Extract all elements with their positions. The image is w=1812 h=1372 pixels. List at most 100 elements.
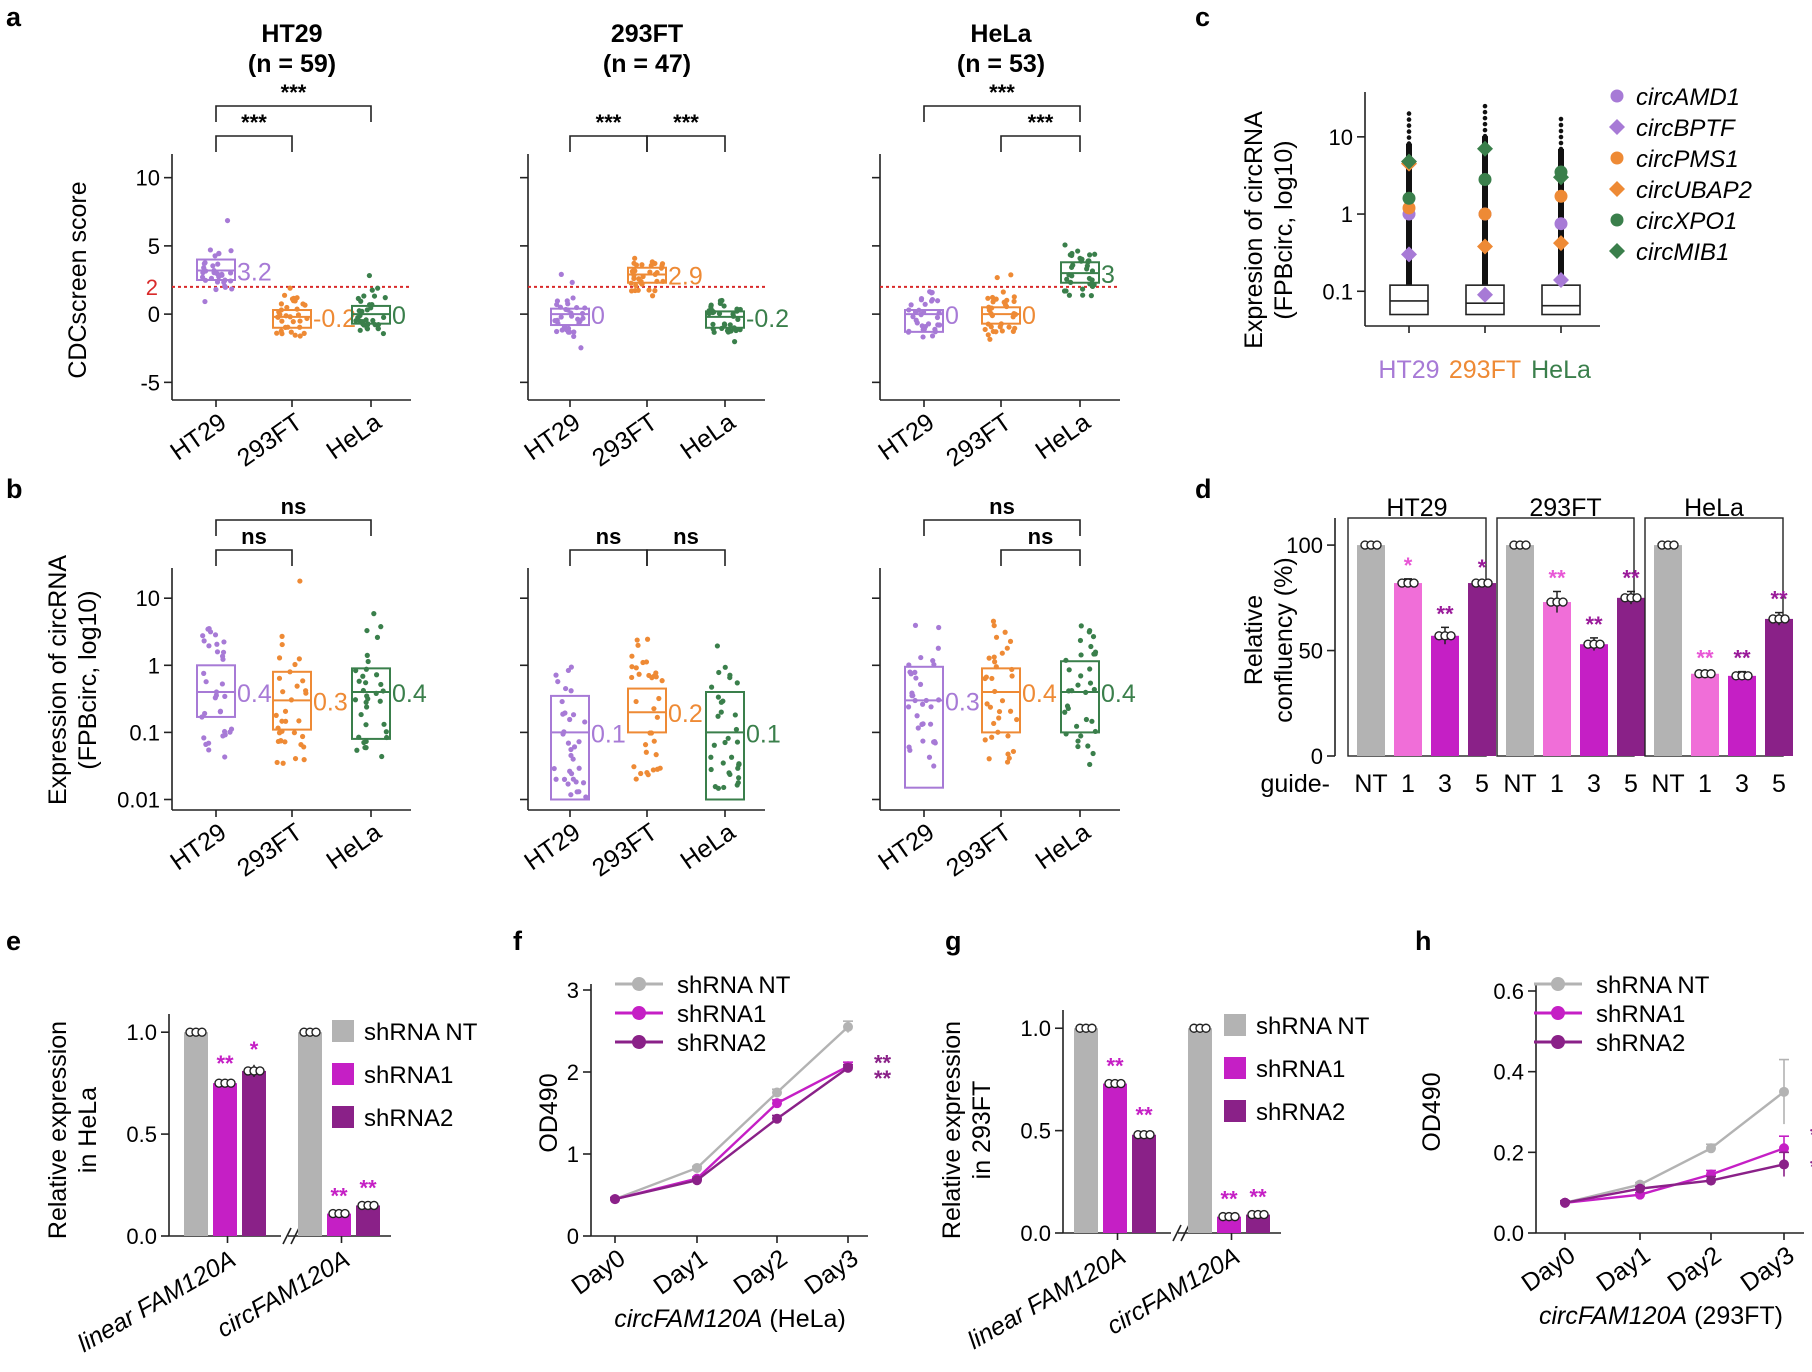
panel-a-data-point <box>554 301 560 308</box>
panel-a-data-point <box>380 330 387 337</box>
panel-c-outlier-point <box>1482 109 1488 115</box>
panel-a-median-label: 0 <box>392 302 406 330</box>
panel-a-data-point <box>279 318 285 324</box>
panel-b-median-label: 0.4 <box>1022 680 1057 708</box>
panel-a-comparison-bracket <box>923 105 1081 122</box>
panel-label-e: e <box>6 926 21 956</box>
panel-b-data-point <box>291 730 298 736</box>
panel-a-data-point <box>213 286 219 293</box>
panel-a-data-point <box>571 329 577 335</box>
panel-b-data-point <box>905 704 912 710</box>
panel-b-data-point <box>219 681 225 687</box>
panel-b-box <box>904 665 944 789</box>
panel-b-data-point <box>1004 759 1011 765</box>
panel-a-data-point <box>370 317 376 324</box>
panel-b-data-point <box>206 643 212 649</box>
panel-b-data-point <box>279 633 285 639</box>
panel-e-replicate-point <box>340 1208 350 1219</box>
panel-d-significance-label: ** <box>1585 612 1603 637</box>
panel-a-box <box>981 306 1021 325</box>
panel-b-data-point <box>1087 666 1093 672</box>
panel-d-replicate-point <box>1743 671 1753 681</box>
panel-b-data-point <box>1005 751 1011 757</box>
panel-d-bar <box>1580 644 1608 756</box>
panel-a-data-point <box>297 333 303 339</box>
panel-b-data-point <box>1078 673 1084 679</box>
panel-a-category-label: HT29 <box>873 408 939 466</box>
panel-c-legend-marker <box>1609 243 1625 259</box>
panel-e-bar <box>184 1032 208 1236</box>
panel-label-c: c <box>1195 2 1210 32</box>
panel-a-data-point <box>364 325 370 331</box>
panel-b-data-point <box>217 709 223 715</box>
panel-f-x-axis-label: circFAM120A (HeLa) <box>614 1305 846 1333</box>
panel-c-outlier-point <box>1558 146 1564 152</box>
panel-a-data-point <box>652 288 658 294</box>
panel-d-category-label: 1 <box>1698 770 1712 798</box>
panel-b-data-point <box>635 642 641 648</box>
panel-b-data-point <box>356 678 362 684</box>
panel-a-data-point <box>1011 298 1017 304</box>
panel-b-data-point <box>361 739 367 746</box>
panel-a-data-point <box>987 336 993 342</box>
panel-f-data-point <box>843 1021 853 1032</box>
panel-e-significance-label: ** <box>330 1184 348 1209</box>
panel-a-data-point <box>985 295 991 301</box>
panel-b-y-axis-label-2: (FPBcirc, log10) <box>74 590 102 769</box>
panel-h-data-point <box>1560 1197 1570 1208</box>
panel-e-bar <box>298 1032 322 1236</box>
panel-b-data-point <box>907 669 913 675</box>
panel-a-data-point <box>1000 289 1006 295</box>
panel-b-data-point <box>1087 627 1093 634</box>
panel-b-data-point <box>992 659 998 665</box>
panel-f-y-tick-label: 2 <box>567 1060 579 1085</box>
panel-a-data-point <box>284 304 290 311</box>
panel-a-data-point <box>1087 252 1093 258</box>
panel-a-data-point <box>570 295 576 301</box>
panel-a-data-point <box>629 268 635 275</box>
panel-g-category-label: linear FAM120A <box>963 1242 1131 1355</box>
panel-g-legend-swatch <box>1224 1100 1246 1122</box>
panel-a-y-tick-label: 0 <box>148 302 160 327</box>
panel-b-data-point <box>722 664 728 670</box>
panel-b-data-point <box>568 792 574 798</box>
panel-f-data-point <box>772 1087 782 1098</box>
panel-a-data-point <box>929 333 936 339</box>
panel-f-x-tick-label: Day0 <box>567 1244 631 1300</box>
panel-c-outlier-point <box>1482 115 1488 121</box>
panel-a-y-tick-label: 10 <box>136 166 160 191</box>
panel-b-data-point <box>571 744 578 750</box>
panel-b-data-point <box>1091 686 1097 693</box>
panel-b-data-point <box>207 629 214 635</box>
panel-b-data-point <box>378 624 384 630</box>
panel-e-legend-label: shRNA NT <box>364 1019 478 1046</box>
panel-a-data-point <box>652 260 658 267</box>
panel-a-data-point <box>375 285 381 291</box>
panel-b-data-point <box>201 638 207 644</box>
panel-b-data-point <box>931 763 937 769</box>
panel-e-axis-break <box>282 1227 292 1245</box>
panel-b-data-point <box>568 688 574 694</box>
panel-a-data-point <box>1010 328 1016 334</box>
panel-g-significance-label: ** <box>1135 1103 1153 1128</box>
panel-d-category-label: 1 <box>1401 770 1415 798</box>
panel-b-data-point <box>1090 750 1096 757</box>
panel-b-data-point <box>283 718 289 724</box>
panel-e-replicate-point <box>369 1200 379 1211</box>
panel-f-y-axis-label: OD490 <box>535 1073 563 1152</box>
panel-a-data-point <box>710 321 716 327</box>
panel-a-significance-label: *** <box>596 110 622 135</box>
panel-b-median-label: 0.3 <box>945 688 980 716</box>
panel-a-median-label: 0 <box>945 302 959 330</box>
panel-label-h: h <box>1415 926 1432 956</box>
panel-h-y-tick-label: 0.0 <box>1493 1221 1524 1246</box>
panel-b-data-point <box>1062 709 1068 715</box>
panel-b-data-point <box>633 665 639 671</box>
panel-a-category-label: HeLa <box>1030 408 1095 465</box>
panel-g-significance-label: ** <box>1106 1053 1124 1078</box>
panel-h-significance-label: * <box>1810 1154 1812 1179</box>
panel-b-data-point <box>377 698 383 704</box>
panel-c-legend-marker <box>1609 181 1625 197</box>
panel-f-data-point <box>692 1162 702 1173</box>
panel-a-data-point <box>292 298 298 304</box>
